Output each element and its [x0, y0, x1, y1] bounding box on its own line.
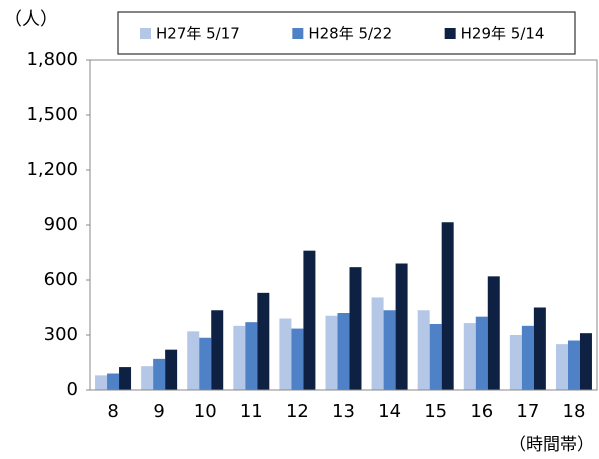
bar	[187, 331, 200, 390]
legend-label: H28年 5/22	[308, 25, 392, 43]
bar	[579, 333, 592, 390]
legend-label: H27年 5/17	[156, 25, 240, 43]
x-tick-label: 17	[516, 401, 539, 422]
bar	[325, 315, 338, 390]
bar	[257, 292, 270, 390]
x-tick-label: 10	[194, 401, 217, 422]
bar	[441, 222, 454, 390]
y-tick-label: 0	[67, 379, 78, 400]
y-tick-label: 1,800	[26, 49, 78, 70]
y-tick-label: 1,500	[26, 104, 78, 125]
legend-box	[117, 11, 576, 55]
bar	[475, 316, 488, 390]
bar	[211, 310, 224, 390]
legend-swatch	[140, 28, 151, 39]
bar	[533, 307, 546, 390]
bar	[291, 328, 304, 390]
bar	[141, 366, 154, 390]
bar	[395, 263, 408, 390]
x-tick-label: 9	[153, 401, 164, 422]
bar	[383, 310, 396, 390]
bar	[487, 276, 500, 390]
legend-swatch	[292, 28, 304, 39]
y-tick-label: 300	[44, 324, 78, 345]
bar	[349, 267, 362, 390]
y-tick-label: 900	[44, 214, 78, 235]
bar	[95, 375, 108, 390]
x-tick-label: 13	[332, 401, 355, 422]
bar	[509, 335, 522, 390]
bar	[233, 325, 246, 390]
y-tick-label: 1,200	[26, 159, 78, 180]
x-tick-label: 18	[563, 401, 586, 422]
bar	[463, 323, 476, 390]
x-tick-label: 15	[424, 401, 447, 422]
bar	[521, 325, 534, 390]
bar	[303, 250, 316, 390]
x-tick-label: 12	[286, 401, 309, 422]
x-axis-label: （時間帯）	[509, 435, 594, 455]
bar	[337, 313, 350, 390]
legend-swatch	[444, 28, 456, 39]
y-unit-label: （人）	[4, 9, 58, 30]
bar	[429, 324, 442, 390]
bar	[199, 337, 212, 390]
bar	[245, 322, 258, 390]
bar	[119, 367, 132, 390]
bar	[555, 344, 568, 390]
bar	[279, 318, 292, 390]
x-tick-label: 14	[378, 401, 401, 422]
bar	[371, 297, 384, 390]
bar	[107, 373, 120, 390]
bar	[417, 310, 430, 390]
legend-label: H29年 5/14	[461, 25, 545, 43]
x-tick-label: 16	[470, 401, 493, 422]
y-tick-label: 600	[44, 269, 78, 290]
bar	[567, 340, 580, 390]
bar	[153, 358, 166, 390]
x-tick-label: 11	[240, 401, 263, 422]
x-tick-label: 8	[107, 401, 118, 422]
bar	[165, 349, 178, 390]
